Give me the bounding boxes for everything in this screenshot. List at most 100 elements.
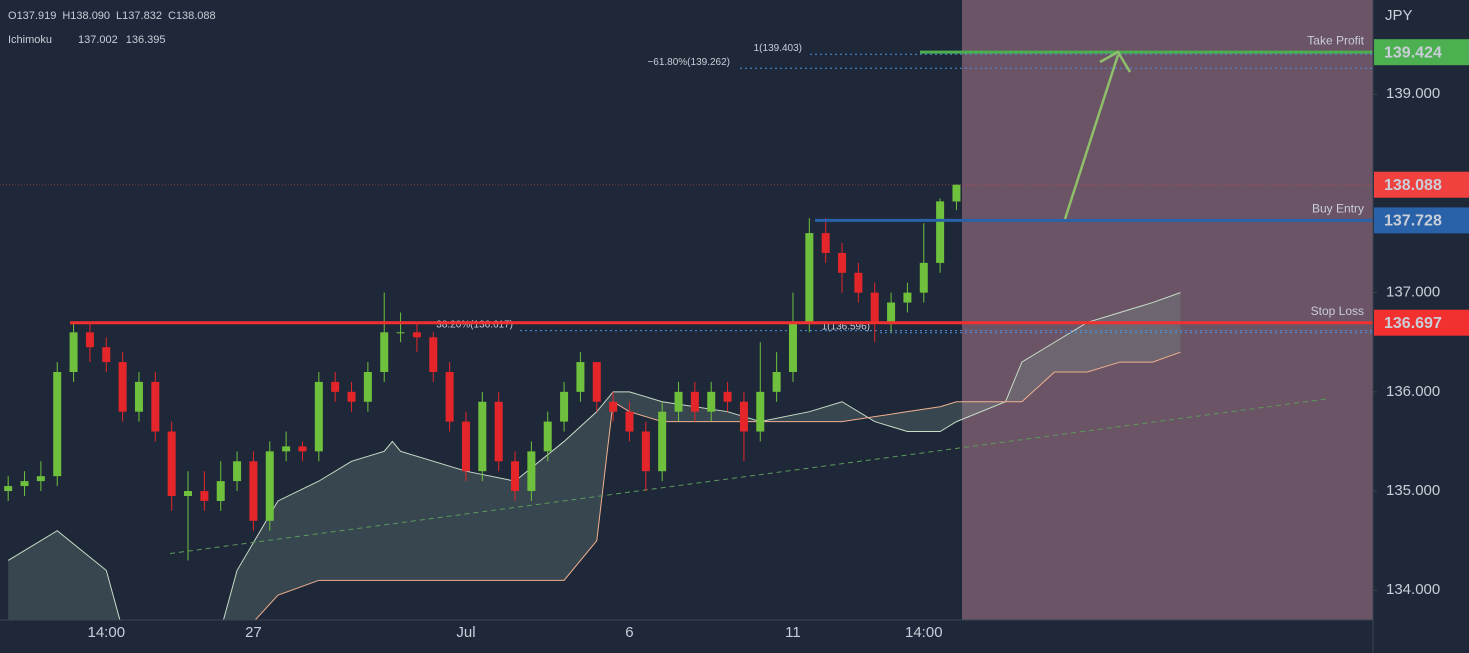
candle-body — [527, 451, 536, 492]
candle-body — [952, 184, 961, 202]
candle-body — [854, 272, 863, 293]
x-tick-label: Jul — [456, 624, 475, 641]
candle-body — [118, 362, 127, 412]
candle-body — [756, 391, 765, 432]
candle-body — [249, 461, 258, 521]
current-price-tag — [1374, 171, 1469, 198]
candle-body — [102, 347, 111, 363]
trendline — [169, 398, 1328, 555]
candle-body — [363, 372, 372, 402]
candle-body — [821, 233, 830, 253]
candle-body — [641, 431, 650, 472]
plot-area: 1(139.403) −61.80%(139.262) 38.20%(136.617… — [0, 0, 1373, 620]
indicator-name: Ichimoku — [8, 34, 52, 46]
trade-level-label: Stop Loss — [1311, 304, 1364, 318]
candle-body — [903, 292, 912, 303]
candle-body — [134, 381, 143, 412]
candle-body — [167, 431, 176, 496]
x-tick-label: 11 — [785, 624, 801, 641]
candle-body — [396, 332, 405, 334]
ichimoku-span-a — [7, 292, 1181, 620]
candle-body — [625, 411, 634, 432]
candle-body — [576, 362, 585, 392]
candle-body — [543, 421, 552, 452]
candle-body — [216, 481, 225, 501]
price-tag-label: 136.697 — [1384, 315, 1442, 332]
y-tick-label: 137.000 — [1386, 284, 1440, 301]
trade-level-label: Take Profit — [1307, 33, 1364, 47]
candle-body — [805, 233, 814, 323]
candle-body — [494, 401, 503, 462]
ohlc-header-item: C — [168, 10, 176, 22]
ohlc-header-item: 137.919 — [17, 10, 57, 22]
y-tick-label: 135.000 — [1386, 482, 1440, 499]
candle-body — [314, 381, 323, 452]
candle-body — [936, 201, 945, 263]
candle-body — [69, 332, 78, 372]
candle-body — [184, 491, 193, 496]
candle-body — [478, 401, 487, 472]
candle-body — [200, 491, 209, 501]
fib-label: −61.80%(139.262) — [647, 57, 730, 68]
x-tick-label: 6 — [625, 624, 633, 641]
candle-body — [53, 372, 62, 477]
candle-body — [887, 302, 896, 323]
x-tick-label: 27 — [245, 624, 262, 641]
candle-body — [347, 391, 356, 402]
trade-level-label: Buy Entry — [1312, 202, 1364, 216]
ohlc-header-item: 138.090 — [70, 10, 110, 22]
candle-body — [298, 446, 307, 452]
candle-body — [445, 372, 454, 422]
fib-label: 1(139.403) — [754, 43, 802, 54]
ohlc-header-item: 137.832 — [122, 10, 162, 22]
ohlc-header-item: H — [62, 10, 70, 22]
x-tick-label: 14:00 — [88, 624, 126, 641]
candle-body — [85, 332, 94, 348]
candle-body — [592, 362, 601, 402]
price-tag — [1374, 309, 1469, 336]
indicator-value: 137.002 — [78, 34, 118, 46]
unit-label: JPY — [1385, 7, 1413, 24]
candle-body — [20, 481, 29, 487]
candle-body — [674, 391, 683, 412]
price-tag-label: 139.424 — [1384, 44, 1442, 61]
candle-body — [690, 391, 699, 412]
candle-body — [380, 332, 389, 372]
candle-body — [282, 446, 291, 452]
candle-body — [412, 332, 421, 338]
x-tick-label: 14:00 — [905, 624, 943, 641]
candle-body — [772, 372, 781, 392]
candle-body — [919, 262, 928, 293]
candle-body — [429, 337, 438, 372]
candle-body — [36, 476, 45, 482]
ohlc-header-item: 138.088 — [176, 10, 216, 22]
candle-body — [609, 401, 618, 412]
price-tag — [1374, 39, 1469, 66]
candle-body — [739, 401, 748, 432]
candle-body — [658, 411, 667, 472]
candle-body — [838, 252, 847, 273]
price-tag-label: 137.728 — [1384, 213, 1442, 230]
ohlc-header-item: L — [116, 10, 122, 22]
candle-body — [707, 391, 716, 412]
ichimoku-span-b — [254, 351, 1181, 620]
candle-body — [4, 486, 13, 492]
projection-zone — [962, 0, 1373, 620]
candle-body — [151, 381, 160, 432]
projection-arrow — [1063, 50, 1132, 220]
fib-label: 1(136.596) — [822, 321, 870, 332]
candle-body — [461, 421, 470, 472]
candle-body — [331, 381, 340, 392]
candle-body — [723, 391, 732, 402]
indicator-value: 136.395 — [126, 34, 166, 46]
price-tag — [1374, 207, 1469, 234]
candle-body — [870, 292, 879, 323]
candle-body — [788, 322, 797, 372]
y-tick-label: 136.000 — [1386, 383, 1440, 400]
y-tick-label: 134.000 — [1386, 581, 1440, 598]
candle-body — [265, 451, 274, 521]
y-tick-label: 139.000 — [1386, 85, 1440, 102]
candle-body — [511, 461, 520, 492]
candle-body — [560, 391, 569, 422]
